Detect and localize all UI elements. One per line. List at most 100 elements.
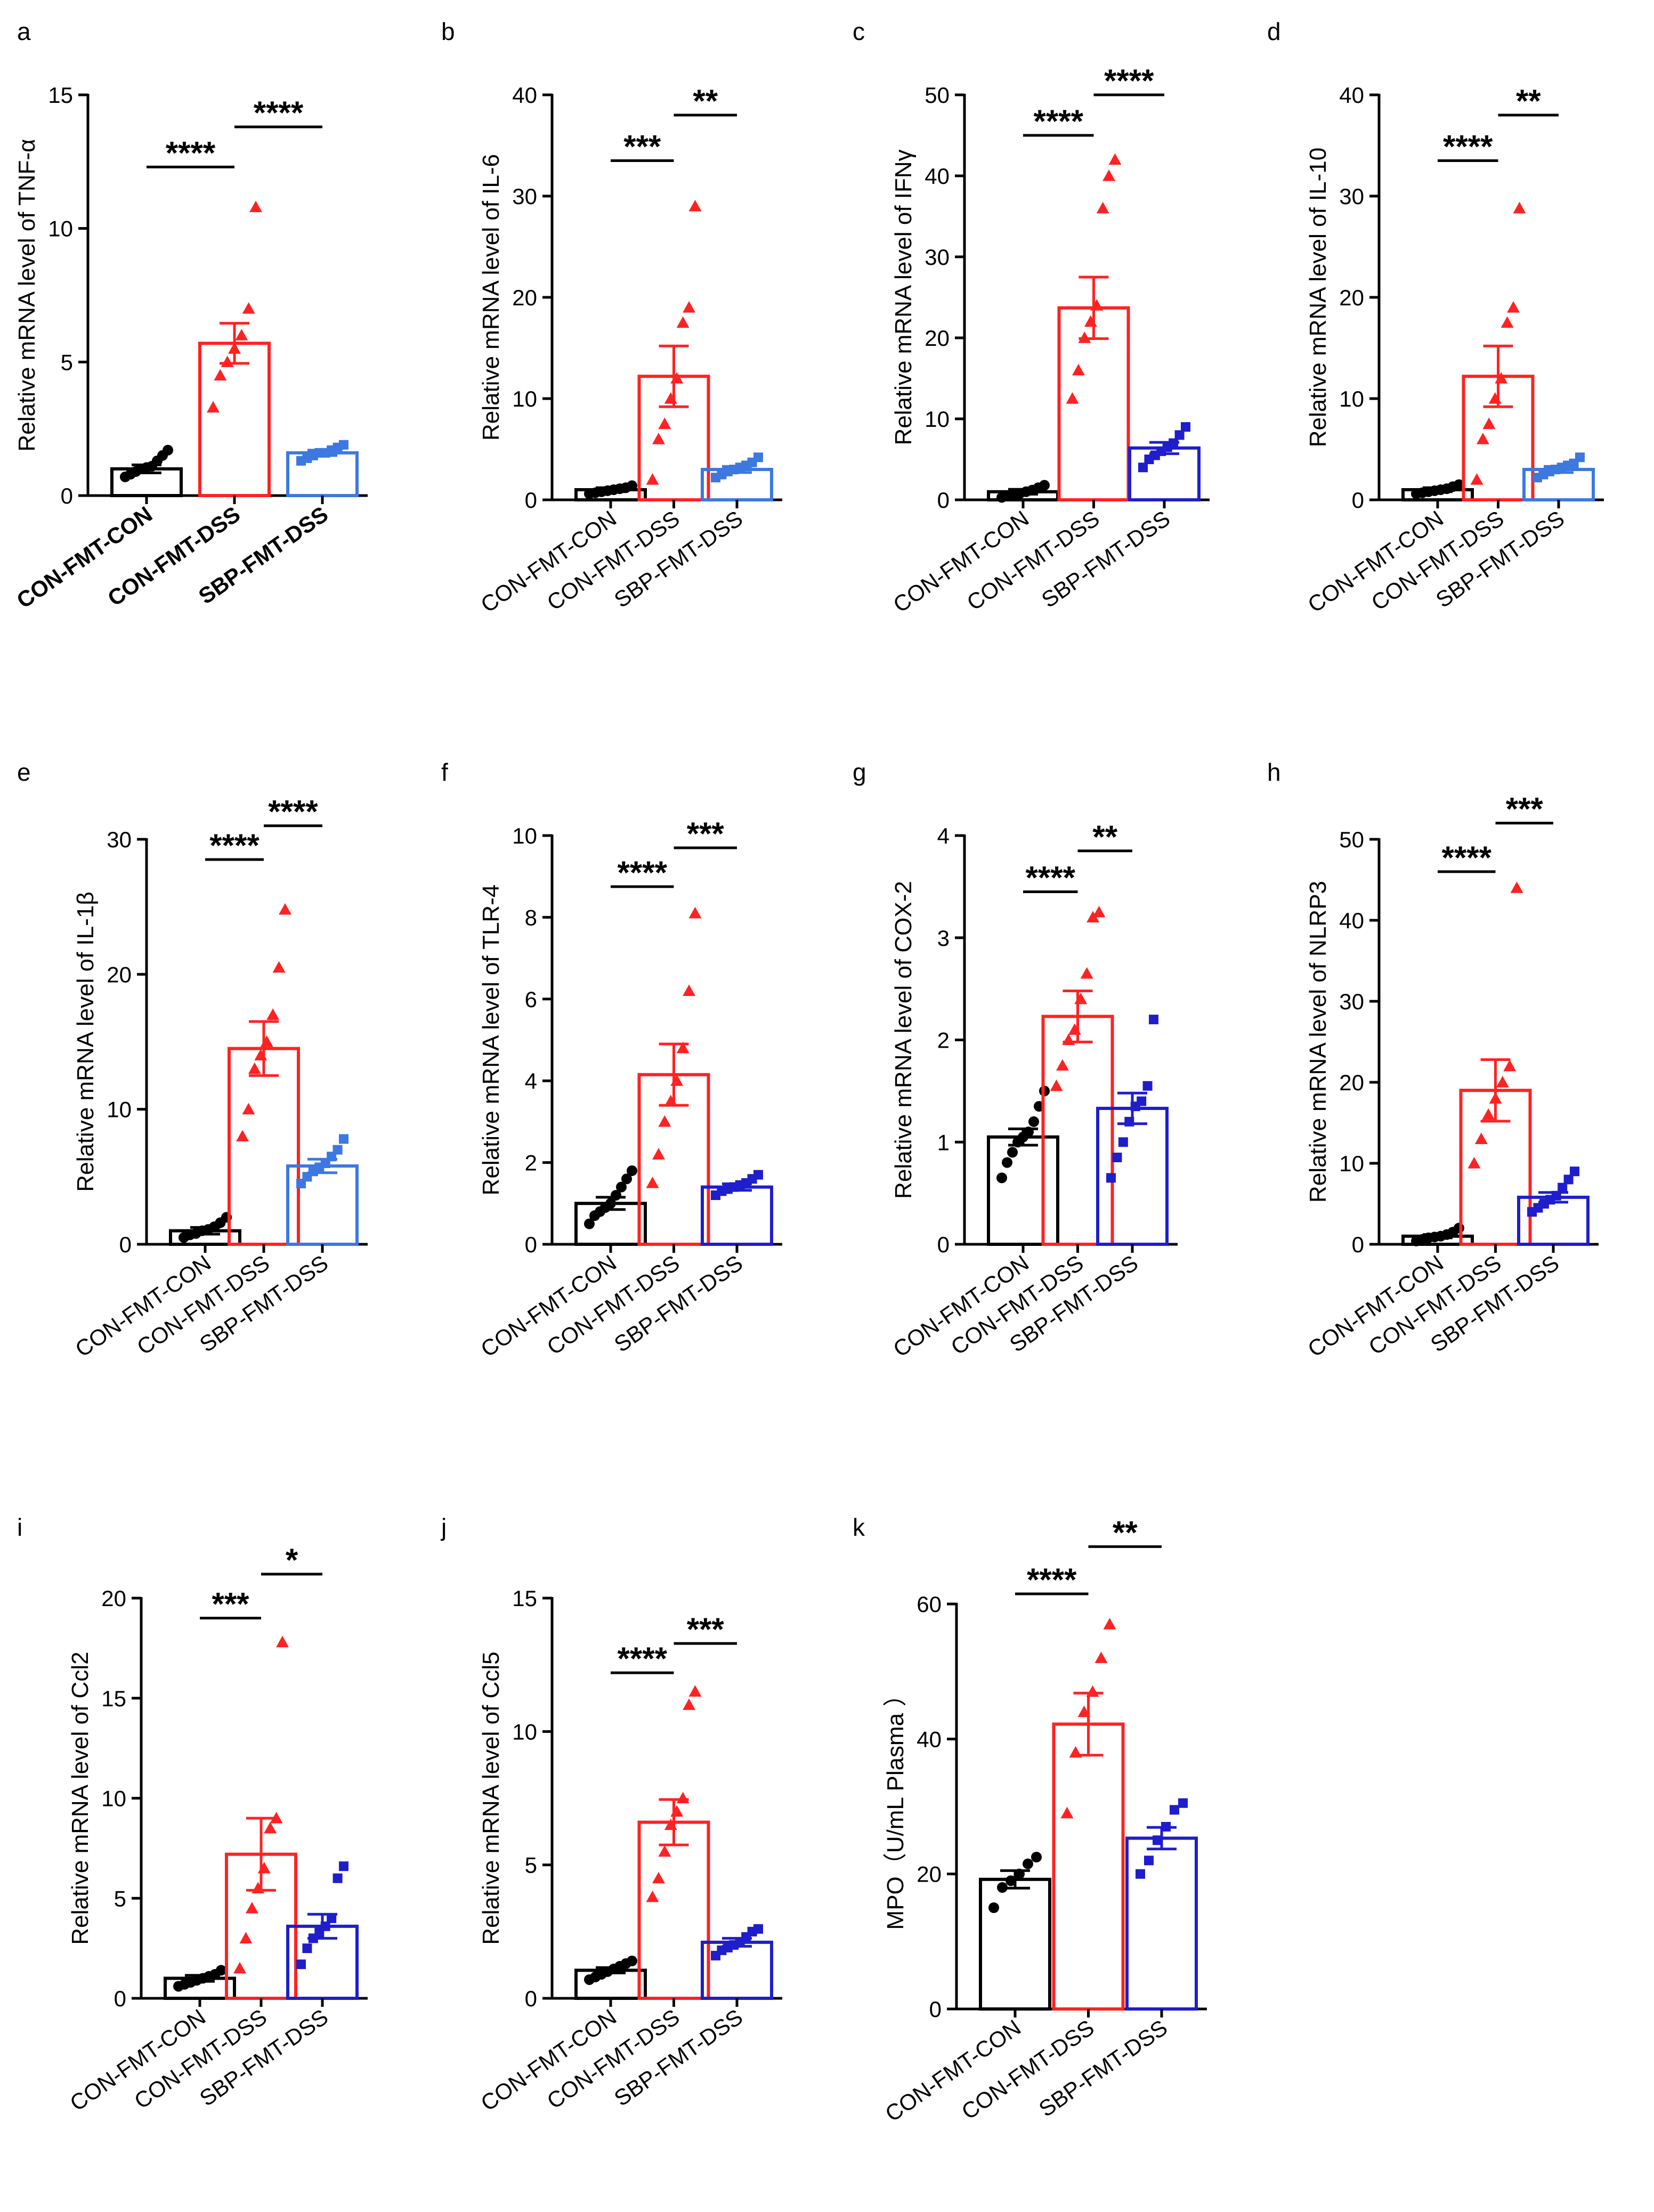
data-point	[339, 1134, 348, 1144]
data-point	[233, 1962, 246, 1974]
y-tick-label: 20	[107, 962, 132, 987]
y-tick-label: 5	[61, 350, 73, 375]
y-tick-label: 10	[512, 386, 537, 411]
y-tick-label: 0	[929, 1997, 942, 2022]
bar-con-fmt-dss	[1052, 1722, 1125, 2011]
data-point	[216, 1965, 226, 1976]
data-point	[1108, 153, 1122, 165]
data-point	[676, 1041, 690, 1054]
data-point	[1090, 299, 1104, 311]
y-tick-label: 40	[1339, 908, 1364, 933]
data-point	[254, 1049, 267, 1060]
significance-label: **	[693, 83, 718, 119]
y-tick-label: 4	[525, 1068, 537, 1093]
y-tick-label: 30	[1339, 184, 1364, 209]
data-point	[1496, 1076, 1509, 1088]
data-point	[1086, 1685, 1099, 1697]
data-point	[658, 1115, 671, 1127]
data-point	[333, 1145, 343, 1155]
data-point	[1142, 1081, 1153, 1091]
data-point	[611, 1189, 621, 1201]
data-point	[1558, 1182, 1568, 1193]
panel-label: k	[853, 1513, 865, 1541]
data-point	[1050, 1079, 1063, 1091]
y-tick-label: 40	[925, 164, 950, 189]
data-point	[1028, 1116, 1039, 1127]
data-point	[1092, 905, 1106, 918]
panel-label: i	[17, 1513, 22, 1541]
data-point	[279, 903, 291, 915]
data-point	[646, 1890, 659, 1902]
data-point	[664, 1095, 677, 1107]
data-point	[1060, 1806, 1074, 1819]
y-tick-label: 4	[937, 823, 950, 848]
y-axis-label: Relative mRNA level of COX-2	[890, 881, 917, 1199]
data-point	[1563, 1174, 1574, 1185]
bar-con-fmt-dss	[637, 1820, 710, 2000]
data-point	[1062, 1033, 1075, 1046]
data-point	[235, 329, 248, 341]
data-point	[627, 480, 637, 491]
y-axis-label: Relative mRNA level of NLRP3	[1305, 881, 1331, 1203]
data-point	[676, 316, 690, 328]
data-point	[1031, 1852, 1042, 1862]
significance-label: ****	[1104, 63, 1154, 99]
data-point	[652, 433, 665, 444]
data-point	[1080, 967, 1093, 979]
y-tick-label: 30	[512, 184, 537, 209]
data-point	[333, 1873, 343, 1883]
y-axis-label: Relative mRNA level of IL-10	[1305, 148, 1331, 447]
y-tick-label: 15	[101, 1686, 126, 1711]
bar-con-fmt-con	[979, 1877, 1051, 2011]
data-point	[670, 1074, 684, 1086]
data-point	[688, 1685, 702, 1697]
data-point	[1138, 463, 1148, 473]
data-point	[339, 440, 348, 450]
data-point	[1056, 1059, 1069, 1071]
bar-con-fmt-dss	[198, 342, 271, 497]
data-point	[1069, 1746, 1082, 1758]
data-point	[753, 452, 763, 463]
data-point	[1084, 315, 1097, 327]
y-axis-label: Relative mRNA level of TLR-4	[478, 885, 504, 1196]
y-axis-label: Relative mRNA level of Ccl2	[67, 1651, 93, 1944]
data-point	[339, 1861, 348, 1871]
data-point	[1470, 473, 1483, 485]
significance-label: ***	[1506, 791, 1544, 827]
bar-sbp-fmt-dss	[1125, 1836, 1198, 2011]
significance-label: ****	[1442, 840, 1492, 876]
data-point	[988, 1902, 999, 1913]
data-point	[239, 1932, 253, 1943]
significance-label: **	[1113, 1514, 1138, 1550]
y-tick-label: 10	[1339, 1151, 1364, 1176]
significance-label: **	[1516, 83, 1541, 119]
data-point	[652, 1148, 665, 1160]
data-point	[163, 444, 173, 456]
data-point	[1174, 430, 1185, 440]
y-tick-label: 10	[101, 1786, 126, 1811]
data-point	[1575, 452, 1585, 463]
data-point	[1170, 1805, 1179, 1815]
data-point	[1153, 1835, 1162, 1845]
y-axis-label: Relative mRNA level of IL-6	[478, 154, 504, 441]
data-point	[296, 1959, 306, 1970]
data-point	[688, 906, 702, 919]
y-tick-label: 0	[525, 488, 537, 513]
y-tick-label: 0	[1352, 1232, 1364, 1257]
bar-con-fmt-con	[987, 1135, 1059, 1246]
data-point	[664, 1818, 677, 1830]
data-point	[688, 200, 702, 212]
data-point	[1467, 1157, 1481, 1169]
y-tick-label: 0	[114, 1986, 126, 2011]
y-tick-label: 20	[917, 1862, 942, 1887]
panel-label: f	[441, 758, 448, 786]
data-point	[1006, 1875, 1016, 1886]
y-axis-label: Relative mRNA level of IFNγ	[890, 149, 917, 445]
data-point	[1077, 1705, 1091, 1717]
data-point	[683, 1698, 696, 1710]
data-point	[646, 473, 659, 485]
data-point	[605, 1198, 616, 1209]
